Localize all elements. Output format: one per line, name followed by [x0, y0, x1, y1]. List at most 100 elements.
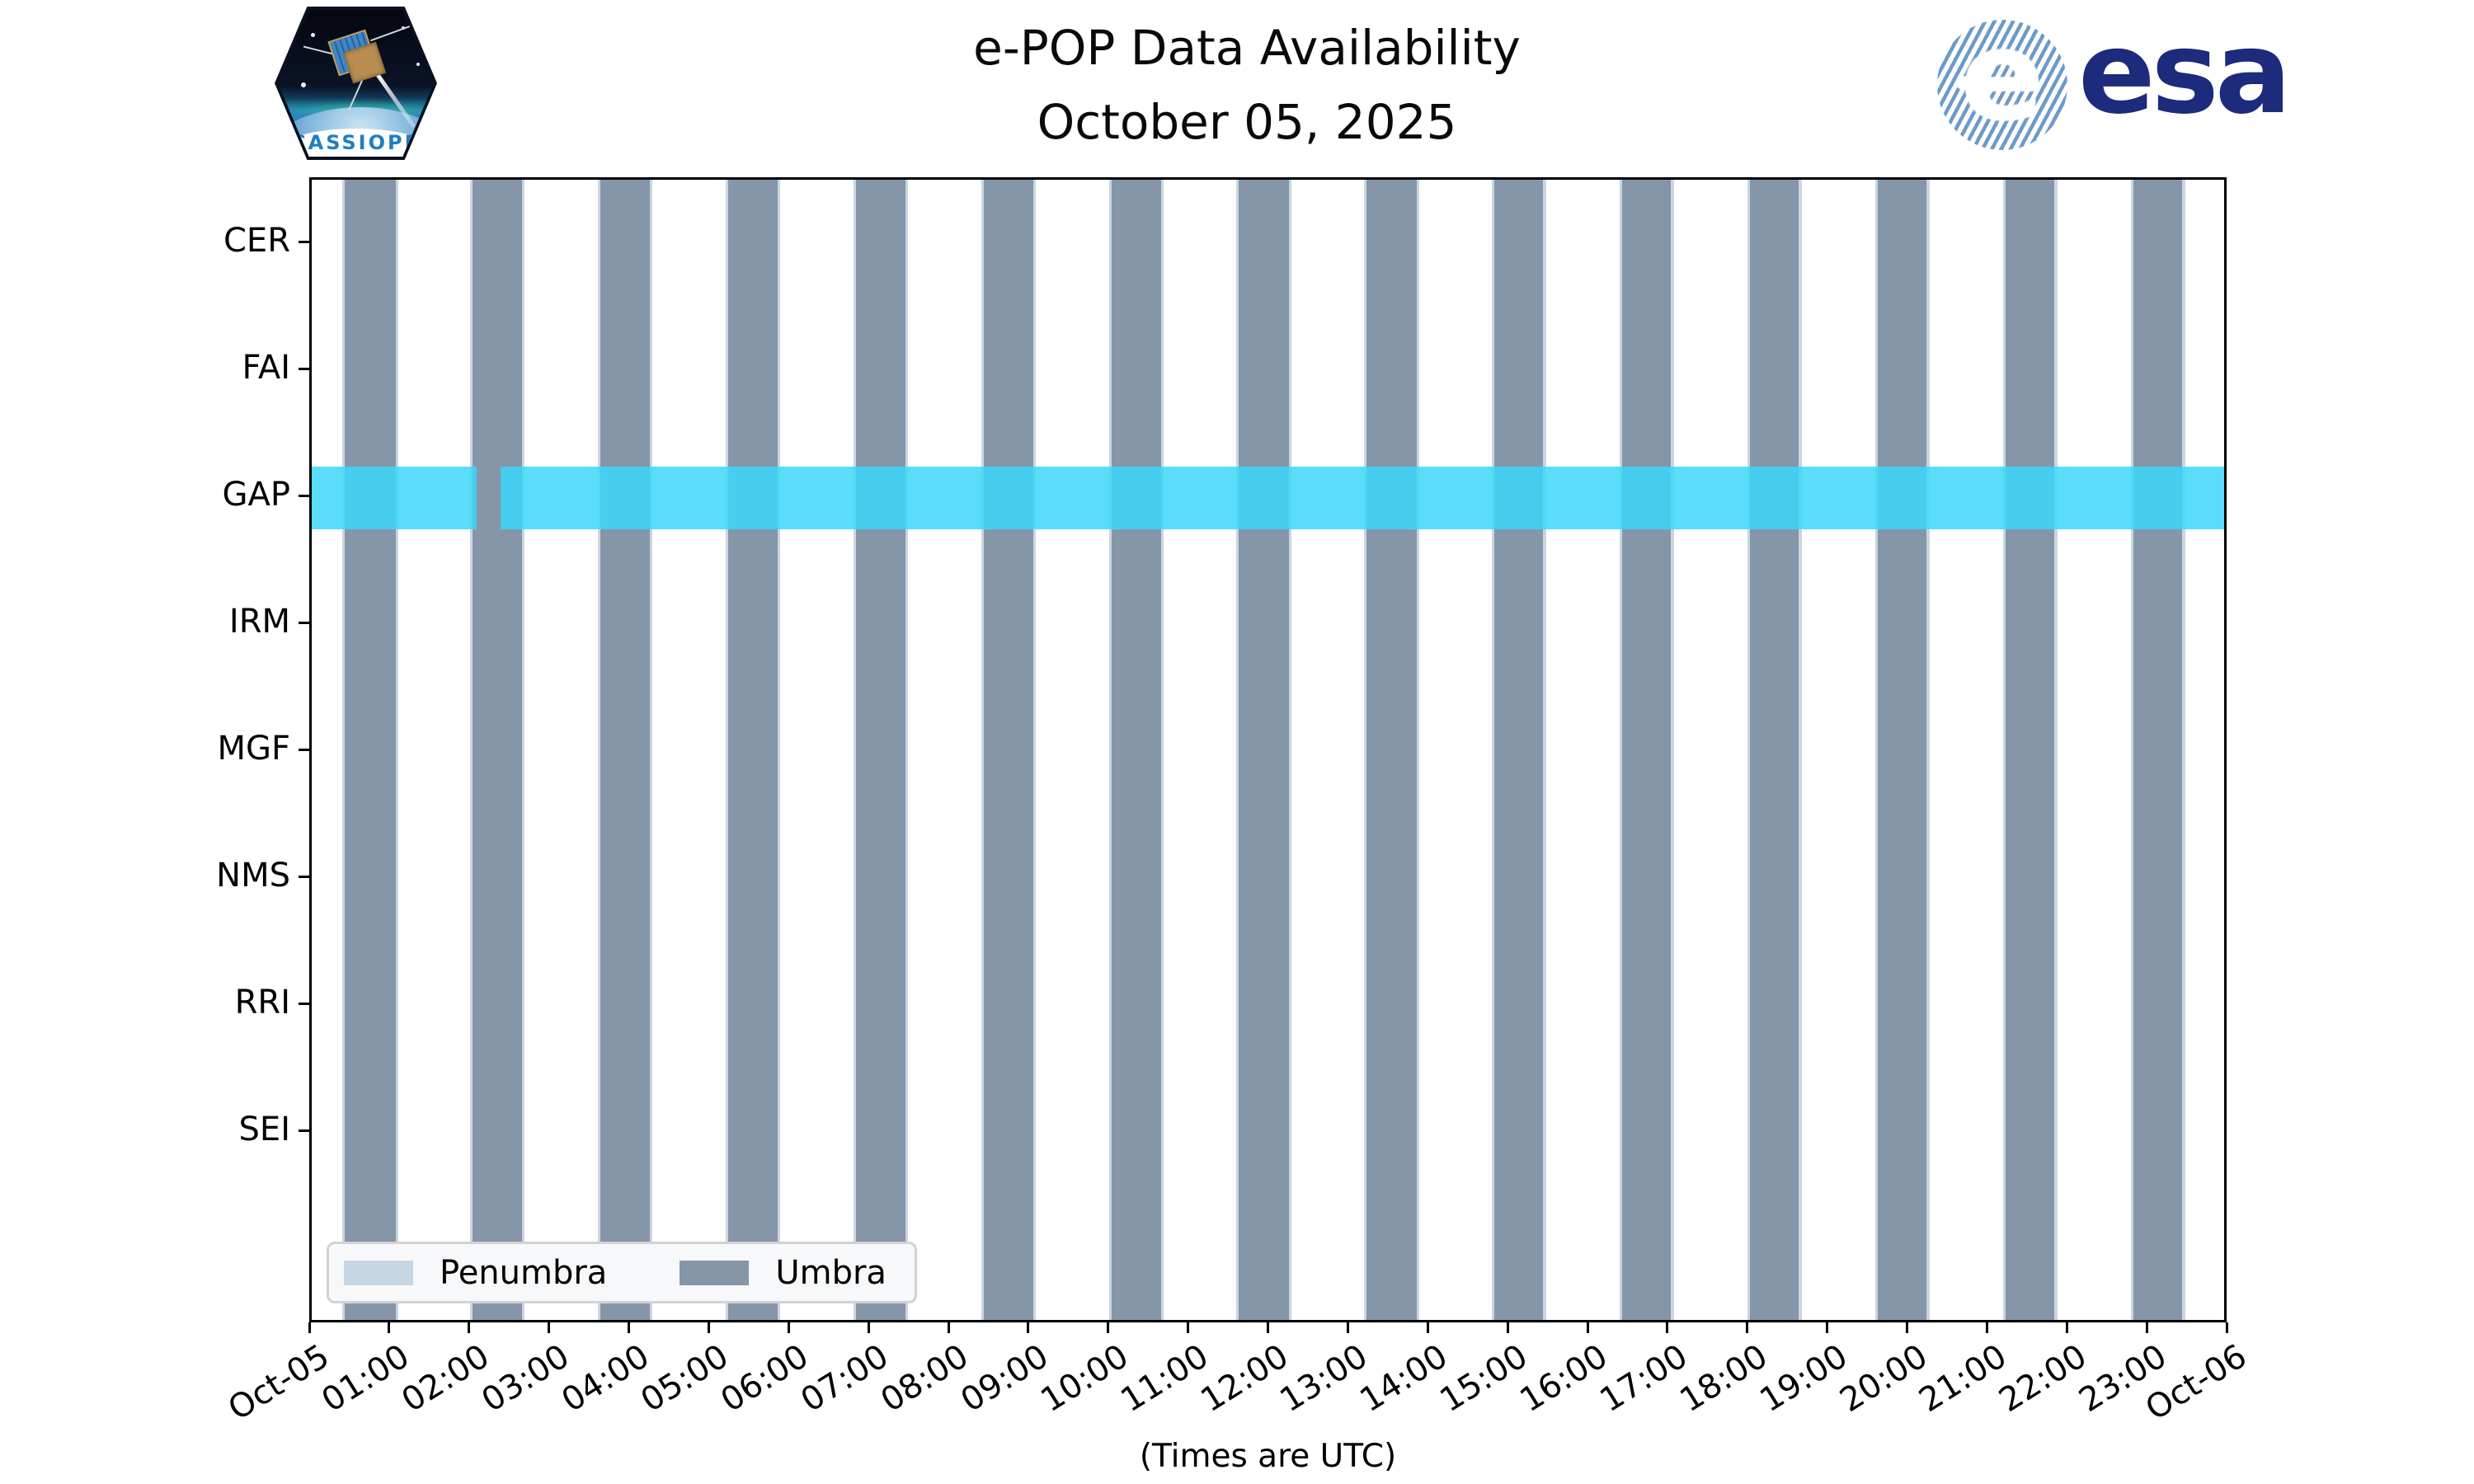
x-tick-label: 10:00 [1033, 1337, 1136, 1421]
y-tick-mark [299, 876, 309, 878]
esa-globe-e-glyph: e [1960, 5, 2044, 148]
availability-plot-area [309, 177, 2227, 1322]
umbra-bar [1877, 180, 1927, 1320]
x-tick-label: 02:00 [394, 1337, 496, 1421]
umbra-bar [1493, 180, 1544, 1320]
esa-globe-dot [1956, 76, 1970, 90]
x-tick-mark [1826, 1322, 1829, 1333]
x-tick-label: 15:00 [1433, 1337, 1535, 1421]
umbra-bar [345, 180, 396, 1320]
y-tick-label-nms: NMS [216, 857, 290, 895]
x-tick-mark [468, 1322, 471, 1333]
star-dot [416, 63, 420, 66]
y-tick-mark [299, 749, 309, 751]
umbra-bar [984, 180, 1034, 1320]
legend-entry-penumbra: Penumbra [344, 1254, 607, 1292]
umbra-swatch [680, 1260, 750, 1285]
x-tick-mark [1426, 1322, 1429, 1333]
x-tick-mark [1506, 1322, 1509, 1333]
x-tick-mark [548, 1322, 551, 1333]
x-tick-mark [1267, 1322, 1269, 1333]
x-tick-label: 03:00 [474, 1337, 576, 1421]
star-dot [311, 33, 315, 37]
star-dot [301, 82, 306, 87]
umbra-bar [1621, 180, 1672, 1320]
availability-bar-gap [312, 467, 477, 529]
cassiope-mission-patch: CASSIOPE [275, 7, 437, 160]
x-tick-label: 19:00 [1752, 1337, 1855, 1421]
y-tick-mark [299, 1003, 309, 1005]
x-tick-label: 17:00 [1593, 1337, 1695, 1421]
x-tick-mark [308, 1322, 311, 1333]
y-tick-mark [299, 622, 309, 624]
x-tick-mark [1107, 1322, 1110, 1333]
y-tick-label-cer: CER [223, 222, 290, 260]
y-tick-label-fai: FAI [242, 349, 291, 387]
penumbra-label: Penumbra [440, 1253, 608, 1292]
y-tick-mark [299, 368, 309, 370]
x-tick-label: Oct-05 [221, 1337, 336, 1429]
chart-subtitle-date: October 05, 2025 [1037, 93, 1457, 150]
x-tick-mark [1586, 1322, 1589, 1333]
umbra-label: Umbra [775, 1253, 887, 1292]
penumbra-swatch [344, 1260, 413, 1285]
chart-title: e-POP Data Availability [973, 20, 1521, 76]
x-tick-label: 18:00 [1672, 1337, 1775, 1421]
x-tick-label: 07:00 [794, 1337, 896, 1421]
y-tick-label-rri: RRI [234, 984, 290, 1021]
x-tick-label: 04:00 [554, 1337, 656, 1421]
umbra-bar [473, 180, 523, 1320]
y-tick-mark [299, 241, 309, 243]
x-tick-mark [1985, 1322, 1988, 1333]
y-tick-label-irm: IRM [228, 603, 290, 641]
x-tick-label: 08:00 [874, 1337, 976, 1421]
x-tick-label: 01:00 [315, 1337, 416, 1421]
y-tick-label-mgf: MGF [217, 730, 290, 768]
x-tick-mark [867, 1322, 870, 1333]
x-tick-mark [628, 1322, 630, 1333]
y-tick-mark [299, 1129, 309, 1132]
x-tick-label: 13:00 [1273, 1337, 1375, 1421]
x-tick-label: 06:00 [714, 1337, 816, 1421]
x-tick-mark [2145, 1322, 2148, 1333]
x-tick-label: 09:00 [954, 1337, 1056, 1421]
umbra-bar [728, 180, 778, 1320]
y-tick-label-sei: SEI [238, 1111, 290, 1148]
x-tick-label: 16:00 [1513, 1337, 1615, 1421]
x-tick-mark [388, 1322, 391, 1333]
x-tick-mark [2225, 1322, 2228, 1333]
y-tick-label-gap: GAP [222, 476, 290, 514]
x-tick-mark [1906, 1322, 1908, 1333]
chart-title-block: e-POP Data Availability October 05, 2025 [0, 12, 2474, 160]
x-tick-label: 22:00 [1992, 1337, 2094, 1421]
legend-entry-umbra: Umbra [680, 1254, 887, 1292]
umbra-bar [2005, 180, 2055, 1320]
umbra-bar [856, 180, 906, 1320]
availability-bar-gap [501, 467, 2224, 529]
umbra-bar [1112, 180, 1162, 1320]
x-axis-caption: (Times are UTC) [1139, 1438, 1397, 1475]
y-tick-mark [299, 495, 309, 497]
x-tick-label: 20:00 [1832, 1337, 1934, 1421]
x-tick-label: 05:00 [634, 1337, 736, 1421]
x-tick-mark [947, 1322, 950, 1333]
x-tick-mark [1187, 1322, 1190, 1333]
x-tick-label: 11:00 [1113, 1337, 1216, 1421]
x-tick-mark [1666, 1322, 1669, 1333]
umbra-bar [600, 180, 651, 1320]
umbra-bar [1749, 180, 1799, 1320]
x-tick-mark [1027, 1322, 1030, 1333]
x-tick-mark [1746, 1322, 1749, 1333]
x-tick-label: 14:00 [1353, 1337, 1455, 1421]
x-tick-label: 12:00 [1193, 1337, 1295, 1421]
x-tick-label: 21:00 [1912, 1337, 2014, 1421]
umbra-bar [2133, 180, 2183, 1320]
esa-wordmark: esa [2078, 7, 2292, 139]
cassiope-label: CASSIOPE [291, 131, 421, 154]
x-tick-mark [1346, 1322, 1349, 1333]
x-tick-mark [707, 1322, 710, 1333]
x-tick-mark [2065, 1322, 2068, 1333]
umbra-bar [1238, 180, 1290, 1320]
umbra-bar [1366, 180, 1418, 1320]
